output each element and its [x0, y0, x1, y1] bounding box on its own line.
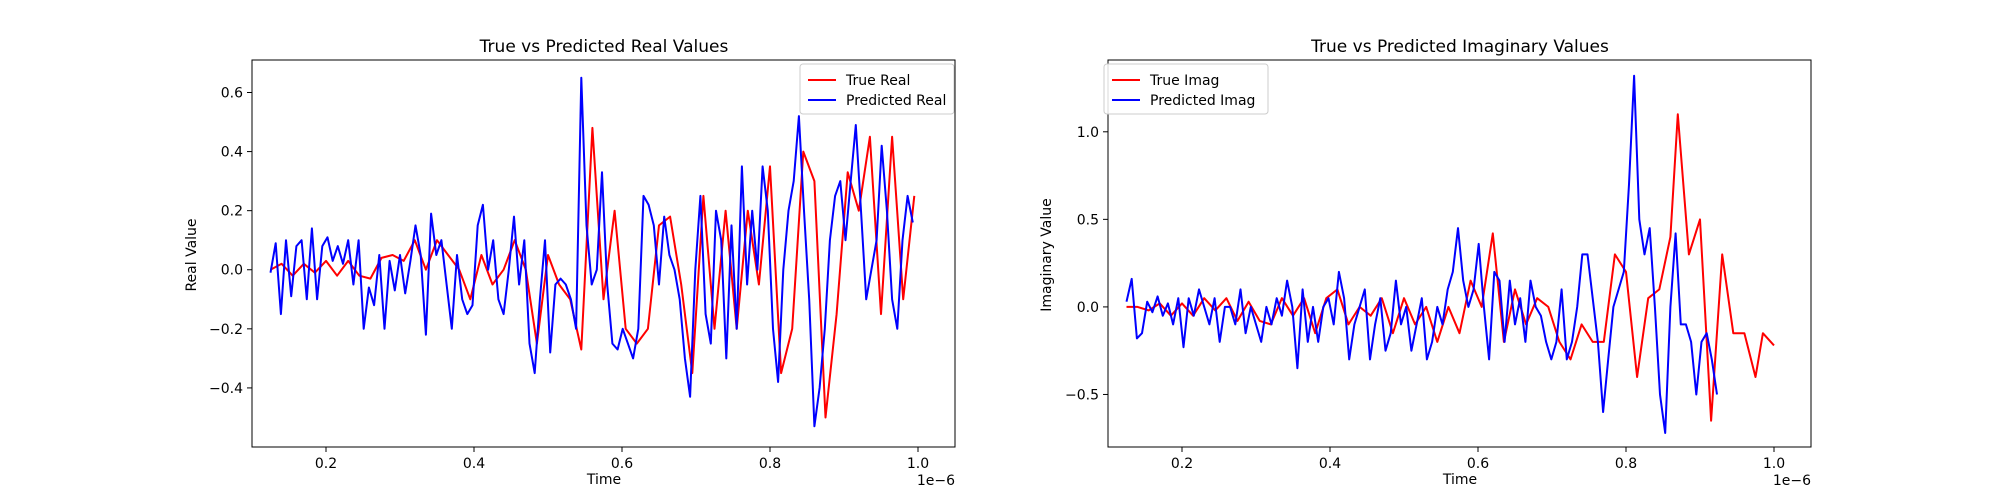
plot-area [269, 76, 916, 428]
axes-frame [1107, 59, 1812, 448]
legend-label: Predicted Imag [1150, 93, 1255, 109]
y-tick-label: 0.5 [1077, 212, 1099, 228]
chart-imag: True vs Predicted Imaginary Values 0.2 0.… [1039, 37, 1812, 489]
axes-frame [251, 59, 956, 448]
y-tick-label: 0.6 [221, 85, 243, 101]
legend: True Real Predicted Real [799, 63, 955, 115]
plot-area [1125, 74, 1775, 434]
legend-label: Predicted Real [846, 93, 946, 109]
x-tick-label: 0.8 [759, 456, 781, 472]
y-axis-label: Imaginary Value [1039, 198, 1055, 312]
x-axis-label: Time [1442, 472, 1477, 488]
x-tick-label: 0.6 [611, 456, 633, 472]
chart-title: True vs Predicted Imaginary Values [1310, 37, 1609, 57]
series-layer [1125, 74, 1775, 434]
x-tick-label: 0.4 [1319, 456, 1341, 472]
y-tick-label: −0.5 [1065, 387, 1099, 403]
legend-label: True Imag [1149, 73, 1219, 89]
y-tick-label: 0.0 [221, 263, 243, 279]
x-offset-label: 1e−6 [917, 473, 955, 489]
legend-label: True Real [845, 73, 910, 89]
y-tick-label: 0.2 [221, 204, 243, 220]
y-axis-label: Real Value [184, 218, 200, 291]
x-tick-label: 0.8 [1615, 456, 1637, 472]
x-tick-label: 0.2 [315, 456, 337, 472]
x-tick-label: 0.4 [463, 456, 485, 472]
x-axis-ticks: 0.2 0.4 0.6 0.8 1.0 [315, 447, 929, 472]
legend: True Imag Predicted Imag [1103, 63, 1269, 115]
y-tick-label: −0.4 [209, 381, 243, 397]
y-axis-ticks: −0.5 0.0 0.5 1.0 [1065, 125, 1108, 403]
y-tick-label: 1.0 [1077, 125, 1099, 141]
x-tick-label: 1.0 [907, 456, 929, 472]
y-tick-label: 0.0 [1077, 300, 1099, 316]
chart-real: True vs Predicted Real Values 0.2 0.4 0.6 0… [184, 37, 956, 489]
y-axis-ticks: −0.4 −0.2 0.0 0.2 0.4 0.6 [209, 85, 252, 397]
x-axis-label: Time [586, 472, 621, 488]
x-tick-label: 1.0 [1763, 456, 1785, 472]
series-line-predicted [269, 76, 914, 428]
x-tick-label: 0.6 [1467, 456, 1489, 472]
series-line-predicted [1125, 74, 1718, 434]
series-layer [269, 76, 916, 428]
x-tick-label: 0.2 [1171, 456, 1193, 472]
legend-box [799, 63, 955, 115]
x-offset-label: 1e−6 [1773, 473, 1811, 489]
legend-box [1103, 63, 1269, 115]
x-axis-ticks: 0.2 0.4 0.6 0.8 1.0 [1171, 447, 1785, 472]
chart-title: True vs Predicted Real Values [479, 37, 729, 57]
y-tick-label: −0.2 [209, 322, 243, 338]
y-tick-label: 0.4 [221, 145, 243, 161]
